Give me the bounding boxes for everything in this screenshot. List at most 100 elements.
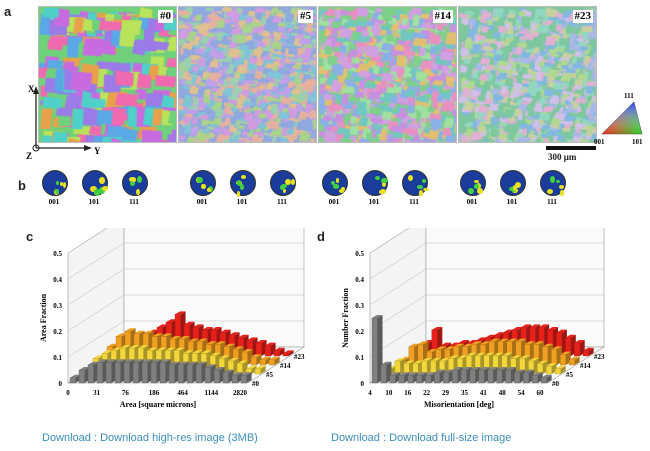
ebsd-map-23: #23 — [458, 6, 597, 143]
axis-z-label: Z — [26, 151, 32, 160]
pole-figure-label: 001 — [48, 198, 60, 206]
ebsd-map-14: #14 — [318, 6, 457, 143]
bar-series-0-19 — [240, 372, 252, 384]
axis-y-label: Y — [94, 146, 101, 156]
x-tick-label: 41 — [480, 389, 488, 397]
pole-figure — [230, 170, 256, 197]
x-tick-label: 48 — [499, 389, 507, 397]
ebsd-map-0: #0 — [38, 6, 177, 143]
x-axis-title: Misorientation [deg] — [424, 400, 494, 409]
x-tick-label: 60 — [537, 389, 545, 397]
y-tick-label: 0.4 — [53, 276, 62, 284]
ipf-label-111: 111 — [624, 92, 634, 100]
ipf-color-key: 111 001 101 — [594, 92, 643, 146]
x-tick-label: 76 — [122, 389, 130, 397]
series-label: #5 — [566, 371, 574, 379]
pole-figure-label: 101 — [506, 198, 518, 206]
y-tick-label: 0.3 — [355, 302, 364, 310]
x-tick-label: 35 — [461, 389, 469, 397]
bar-series-5-18 — [245, 365, 257, 375]
download-full-size-link[interactable]: Download : Download full-size image — [331, 432, 512, 444]
x-tick-label: 16 — [404, 389, 412, 397]
ebsd-map-label: #23 — [572, 10, 593, 23]
y-tick-label: 0.1 — [355, 354, 364, 362]
pole-figure-label: 111 — [547, 198, 557, 206]
series-label: #14 — [280, 362, 291, 370]
pole-figure — [402, 170, 430, 197]
pole-figure — [82, 170, 109, 197]
bar-series-14-19 — [268, 356, 280, 366]
bar-series-5-19 — [254, 365, 266, 375]
bar-series-23-19 — [282, 350, 294, 357]
panel-label-a: a — [4, 4, 12, 19]
pole-figure-label: 111 — [129, 198, 139, 206]
panel-label-c: c — [26, 229, 34, 244]
series-label: #5 — [266, 371, 274, 379]
ipf-label-001: 001 — [594, 138, 605, 146]
panel-label-b: b — [18, 178, 26, 193]
y-tick-label: 0.4 — [355, 276, 364, 284]
pole-figure — [270, 170, 296, 196]
pole-figure-label: 001 — [328, 198, 340, 206]
x-tick-label: 186 — [149, 389, 160, 397]
series-label: #23 — [294, 353, 305, 361]
x-tick-label: 0 — [66, 389, 70, 397]
pole-figure — [190, 170, 216, 196]
y-tick-label: 0 — [361, 380, 365, 388]
x-tick-label: 2820 — [233, 389, 248, 397]
pole-figure — [540, 170, 566, 197]
bar-series-14-19 — [568, 356, 580, 366]
pole-figure-label: 101 — [236, 198, 248, 206]
y-tick-label: 0.2 — [53, 328, 62, 336]
series-label: #23 — [594, 353, 605, 361]
x-tick-label: 10 — [385, 389, 393, 397]
y-axis-title: Area Fraction — [39, 293, 48, 342]
pole-figure — [500, 170, 526, 196]
bar-series-14-18 — [259, 356, 271, 366]
chart-c-area-fraction: 0 0.1 0.2 0.3 0.4 0.5 #23#14 #5 #0 0 31 76 186 464 114… — [39, 228, 306, 409]
x-tick-label: 4 — [368, 389, 372, 397]
x-tick-label: 464 — [177, 389, 188, 397]
ebsd-map-5: #5 — [178, 6, 317, 143]
x-tick-label: 31 — [93, 389, 101, 397]
x-tick-label: 29 — [442, 389, 450, 397]
y-tick-label: 0.5 — [53, 250, 62, 258]
y-tick-label: 0.1 — [53, 354, 62, 362]
series-label: #14 — [580, 362, 591, 370]
bar-series-23-19 — [582, 347, 594, 357]
pole-figure — [122, 170, 148, 196]
pole-figure-label: 001 — [196, 198, 208, 206]
x-tick-label: 54 — [518, 389, 526, 397]
bar-series-0-19 — [540, 374, 552, 384]
pole-figure — [460, 170, 486, 196]
pole-figure-label: 001 — [466, 198, 478, 206]
y-tick-label: 0.5 — [355, 250, 364, 258]
y-tick-label: 0.3 — [53, 302, 62, 310]
panel-label-d: d — [317, 229, 325, 244]
series-label: #0 — [552, 380, 560, 388]
scale-bar — [546, 146, 596, 150]
bar-series-23-18 — [273, 347, 285, 357]
ebsd-map-label: #0 — [158, 10, 173, 23]
ebsd-map-label: #14 — [432, 10, 453, 23]
ebsd-map-label: #5 — [298, 10, 313, 23]
x-tick-label: 1144 — [205, 389, 219, 397]
bar-series-0-18 — [532, 372, 543, 384]
y-tick-label: 0.2 — [355, 328, 364, 336]
pole-figure — [322, 170, 348, 196]
pole-figure — [362, 170, 388, 196]
scale-bar-label: 300 μm — [548, 152, 577, 162]
pole-figure-label: 111 — [409, 198, 419, 206]
pole-figure-label: 111 — [277, 198, 287, 206]
bar-series-5-19 — [554, 365, 566, 375]
x-tick-label: 22 — [423, 389, 431, 397]
pole-figure-label: 101 — [88, 198, 100, 206]
x-axis-title: Area [square microns] — [120, 400, 197, 409]
series-label: #0 — [252, 380, 260, 388]
pole-figure — [42, 170, 68, 196]
y-axis-title: Number Fraction — [341, 288, 350, 348]
download-high-res-link[interactable]: Download : Download high-res image (3MB) — [42, 432, 258, 444]
bar-series-0-0 — [69, 374, 81, 384]
chart-d-number-fraction: 0 0.1 0.2 0.3 0.4 0.5 #23#14 #5 #0 4 10 16 22 29 35 41 4… — [341, 228, 606, 409]
ipf-label-101: 101 — [632, 138, 643, 146]
